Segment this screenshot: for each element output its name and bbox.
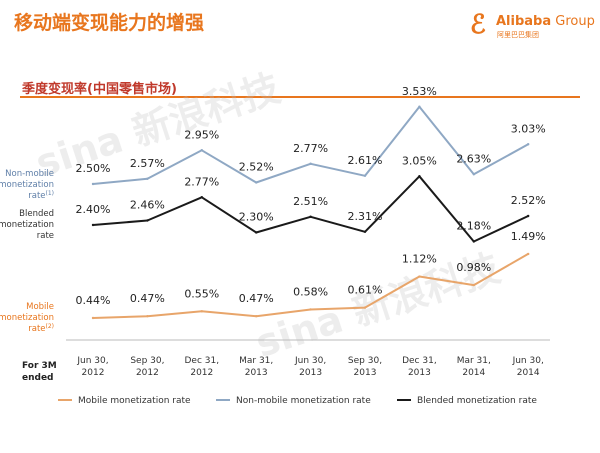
x-tick-label: 2012 xyxy=(190,368,213,378)
data-point-mobile xyxy=(255,314,258,318)
x-tick-label: Jun 30, xyxy=(76,356,108,366)
data-point-non_mobile xyxy=(200,149,203,152)
data-point-mobile xyxy=(472,283,475,287)
x-tick-label: Sep 30, xyxy=(130,356,164,366)
page-title: 移动端变现能力的增强 xyxy=(14,12,205,34)
series-side-label-mobile: Mobile xyxy=(26,302,54,312)
series-side-footnote: (1) xyxy=(46,190,55,197)
data-label-non_mobile: 3.53% xyxy=(402,85,437,98)
x-axis-header: For 3M xyxy=(22,361,57,371)
data-label-mobile: 0.47% xyxy=(239,292,274,305)
series-side-label-non_mobile: rate(1) xyxy=(28,190,54,201)
data-point-mobile xyxy=(363,306,367,309)
logo-name: Alibaba xyxy=(496,14,552,29)
data-label-blended: 3.05% xyxy=(402,154,437,167)
data-label-non_mobile: 3.03% xyxy=(511,122,546,135)
data-label-mobile: 0.58% xyxy=(293,285,328,298)
data-label-mobile: 0.47% xyxy=(130,292,165,305)
data-label-blended: 2.51% xyxy=(293,195,328,208)
x-tick-label: 2012 xyxy=(82,368,105,378)
alibaba-logo-text: Alibaba Group xyxy=(496,14,595,29)
alibaba-logo: ℰ Alibaba Group 阿里巴巴集团 xyxy=(470,8,595,42)
legend-label-blended: Blended monetization rate xyxy=(417,396,537,406)
x-tick-label: 2014 xyxy=(517,368,540,378)
data-label-mobile: 0.55% xyxy=(184,287,219,300)
series-side-label-blended: rate xyxy=(37,231,54,241)
x-tick-label: 2013 xyxy=(299,368,322,378)
data-point-non_mobile xyxy=(91,182,95,186)
legend-label-non_mobile: Non-mobile monetization rate xyxy=(236,396,371,406)
data-label-blended: 2.46% xyxy=(130,199,165,212)
x-tick-label: Mar 31, xyxy=(239,356,273,366)
alibaba-logo-chinese: 阿里巴巴集团 xyxy=(497,31,539,39)
data-point-blended xyxy=(527,214,530,218)
data-point-mobile xyxy=(146,314,149,318)
data-point-non_mobile xyxy=(255,181,258,184)
x-tick-label: Dec 31, xyxy=(185,356,220,366)
data-point-blended xyxy=(255,231,258,234)
data-label-blended: 2.52% xyxy=(511,194,546,207)
data-point-mobile xyxy=(418,275,421,278)
data-label-blended: 2.18% xyxy=(456,220,491,233)
data-point-non_mobile xyxy=(309,162,312,165)
data-label-non_mobile: 2.57% xyxy=(130,157,165,170)
data-point-mobile xyxy=(200,310,203,313)
series-side-label-blended: Blended xyxy=(19,209,54,219)
x-tick-label: 2014 xyxy=(462,368,485,378)
data-label-non_mobile: 2.61% xyxy=(348,154,383,167)
legend-label-mobile: Mobile monetization rate xyxy=(78,396,191,406)
data-point-blended xyxy=(146,219,149,222)
series-side-label-mobile: monetization xyxy=(0,313,54,323)
data-label-non_mobile: 2.77% xyxy=(293,142,328,155)
data-label-mobile: 1.49% xyxy=(511,230,546,243)
data-point-non_mobile xyxy=(527,143,530,146)
data-point-non_mobile xyxy=(146,177,149,180)
series-side-label-non_mobile: Non-mobile xyxy=(5,169,54,179)
subtitle-divider xyxy=(20,96,580,98)
data-point-non_mobile xyxy=(472,173,475,176)
series-side-label-non_mobile: monetization xyxy=(0,180,54,190)
data-label-non_mobile: 2.50% xyxy=(76,162,111,175)
data-label-mobile: 0.61% xyxy=(348,284,383,297)
data-label-non_mobile: 2.52% xyxy=(239,161,274,174)
data-label-mobile: 1.12% xyxy=(402,253,437,266)
series-side-footnote: (2) xyxy=(46,323,55,330)
data-point-blended xyxy=(418,175,421,178)
x-tick-label: Jun 30, xyxy=(512,356,544,366)
x-tick-label: Mar 31, xyxy=(457,356,491,366)
logo-group: Group xyxy=(551,14,595,29)
data-point-non_mobile xyxy=(363,174,367,177)
data-label-mobile: 0.44% xyxy=(76,294,111,307)
data-point-mobile xyxy=(309,308,312,311)
data-point-blended xyxy=(363,230,367,233)
data-label-blended: 2.40% xyxy=(76,203,111,216)
x-tick-label: 2013 xyxy=(408,368,431,378)
series-side-label-blended: monetization xyxy=(0,220,54,230)
data-label-blended: 2.77% xyxy=(184,175,219,188)
series-side-label-mobile: rate(2) xyxy=(28,323,54,334)
x-tick-label: 2012 xyxy=(136,368,159,378)
data-point-mobile xyxy=(527,252,530,256)
data-point-non_mobile xyxy=(418,105,421,108)
x-axis-header: ended xyxy=(22,373,54,383)
data-label-non_mobile: 2.95% xyxy=(184,128,219,141)
x-tick-label: Sep 30, xyxy=(348,356,382,366)
data-point-blended xyxy=(200,196,203,199)
data-point-mobile xyxy=(91,316,95,320)
chart-subtitle: 季度变现率(中国零售市场) xyxy=(22,82,177,97)
x-tick-label: Dec 31, xyxy=(402,356,437,366)
data-point-blended xyxy=(472,240,475,243)
data-label-blended: 2.31% xyxy=(348,210,383,223)
x-tick-label: Jun 30, xyxy=(294,356,326,366)
data-label-blended: 2.30% xyxy=(239,211,274,224)
data-point-blended xyxy=(91,223,95,227)
data-label-mobile: 0.98% xyxy=(456,261,491,274)
x-tick-label: 2013 xyxy=(245,368,268,378)
data-label-non_mobile: 2.63% xyxy=(456,152,491,165)
x-tick-label: 2013 xyxy=(354,368,377,378)
alibaba-logo-mark: ℰ xyxy=(470,10,486,40)
data-point-blended xyxy=(309,215,312,218)
